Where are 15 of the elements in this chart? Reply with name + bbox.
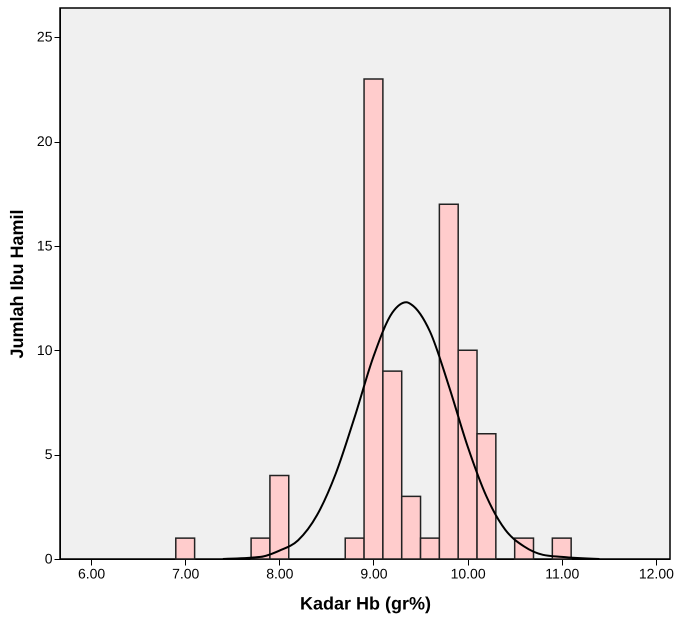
y-tick-label: 10 xyxy=(36,342,53,358)
y-tick-label: 25 xyxy=(36,28,53,45)
y-tick-label: 5 xyxy=(44,446,53,462)
x-tick-label: 8.00 xyxy=(266,566,294,582)
x-tick-label: 7.00 xyxy=(172,566,200,582)
x-tick-label: 10.00 xyxy=(450,566,486,582)
y-tick-label: 0 xyxy=(44,550,53,566)
x-tick-label: 12.00 xyxy=(638,566,674,582)
x-tick-label: 9.00 xyxy=(360,566,388,582)
x-tick-label: 6.00 xyxy=(78,566,106,582)
x-axis-title: Kadar Hb (gr%) xyxy=(300,594,432,614)
y-axis-title: Jumlah Ibu Hamil xyxy=(6,209,27,359)
x-tick-label: 11.00 xyxy=(545,566,580,582)
y-tick-label: 20 xyxy=(36,133,53,150)
y-tick-label: 15 xyxy=(36,237,53,254)
